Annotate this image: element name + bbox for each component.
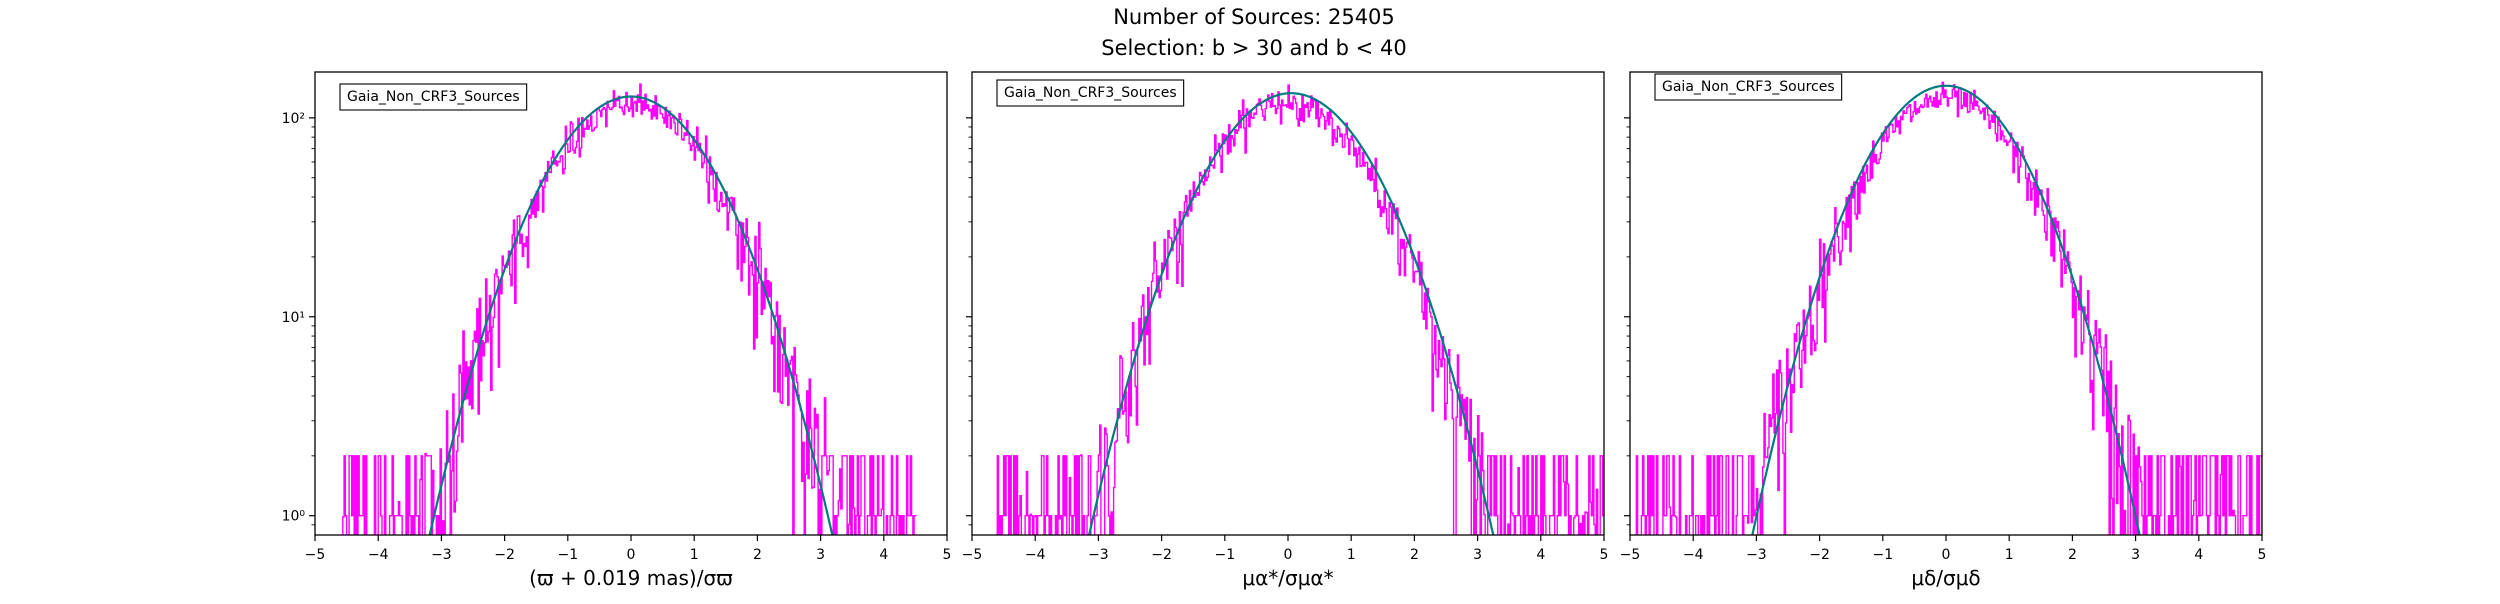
legend-label: Gaia_Non_CRF3_Sources (1004, 85, 1177, 101)
x-axis-label: μδ/σμδ (1911, 566, 1980, 590)
x-tick-label: 0 (1284, 547, 1293, 563)
x-tick-label: 5 (2258, 547, 2267, 563)
legend-label: Gaia_Non_CRF3_Sources (347, 89, 520, 105)
panel-1: −5 −4 −3 −2 −1 0 1 2 3 4 5 10⁰ 10¹ 10² (ϖ + 0.019 mas)… (282, 71, 952, 590)
suptitle-line-1: Number of Sources: 25405 (1113, 5, 1395, 29)
x-tick-label: 2 (2068, 547, 2077, 563)
x-tick-label: 0 (1942, 547, 1951, 563)
x-tick-label: 2 (1410, 547, 1419, 563)
x-tick-label: 5 (943, 547, 952, 563)
x-tick-label: −3 (1088, 547, 1109, 563)
histogram-series-2 (996, 84, 1604, 535)
x-tick-label: −5 (1620, 547, 1641, 563)
x-tick-label: −3 (431, 547, 452, 563)
x-tick-label: 2 (753, 547, 762, 563)
x-tick-label: 1 (1347, 547, 1356, 563)
x-tick-label: 0 (627, 547, 636, 563)
x-tick-label: 1 (2005, 547, 2014, 563)
x-tick-label: −4 (368, 547, 389, 563)
legend-label: Gaia_Non_CRF3_Sources (1662, 79, 1835, 95)
legend-box (339, 83, 528, 111)
x-tick-label: −5 (305, 547, 326, 563)
panel-3: −5 −4 −3 −2 −1 0 1 2 3 4 5 μδ/σμδ Gaia_Non_CRF3_Sour… (1620, 71, 2267, 590)
x-tick-label: −4 (1025, 547, 1046, 563)
x-tick-label: 4 (1536, 547, 1545, 563)
x-tick-label: −3 (1746, 547, 1767, 563)
x-tick-label: 1 (690, 547, 699, 563)
x-tick-label: −2 (1151, 547, 1172, 563)
x-tick-label: −2 (1809, 547, 1830, 563)
x-tick-label: −1 (1872, 547, 1893, 563)
x-tick-label: 3 (2131, 547, 2140, 563)
panel-2: −5 −4 −3 −2 −1 0 1 2 3 4 5 μα*/σμα* Gaia_Non_CRF3_So… (962, 71, 1609, 590)
x-axis-label: (ϖ + 0.019 mas)/σϖ (529, 566, 733, 590)
x-tick-label: −5 (962, 547, 983, 563)
x-tick-label: −4 (1683, 547, 1704, 563)
x-tick-label: 4 (2194, 547, 2203, 563)
x-tick-label: 3 (816, 547, 825, 563)
y-tick-label: 10⁰ (282, 509, 306, 525)
y-tick-label: 10² (282, 111, 305, 127)
gaussian-fit-curve-2 (1087, 92, 1495, 535)
legend-box (1654, 73, 1843, 101)
legend-box (996, 79, 1185, 107)
histogram-series-3 (1635, 81, 2262, 535)
gaussian-fit-curve-3 (1751, 84, 2141, 535)
suptitle-line-2: Selection: b > 30 and b < 40 (1101, 36, 1406, 60)
x-tick-label: −1 (1214, 547, 1235, 563)
x-axis-label: μα*/σμα* (1242, 566, 1333, 590)
x-tick-label: 5 (1600, 547, 1609, 563)
x-tick-label: 3 (1473, 547, 1482, 563)
x-tick-label: 4 (879, 547, 888, 563)
y-tick-label: 10¹ (282, 310, 305, 326)
gaussian-fit-curve-1 (428, 95, 834, 535)
x-tick-label: −2 (494, 547, 515, 563)
x-tick-label: −1 (557, 547, 578, 563)
